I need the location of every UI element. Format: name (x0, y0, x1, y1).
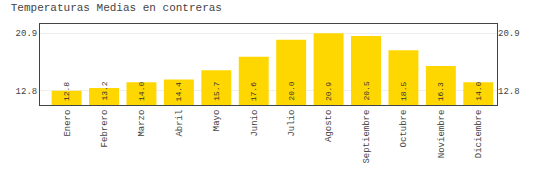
svg-text:Enero: Enero (63, 110, 73, 137)
svg-text:Temperaturas Medias en contrer: Temperaturas Medias en contreras (11, 2, 222, 14)
svg-text:14.4: 14.4 (174, 82, 183, 101)
svg-text:20.9: 20.9 (498, 29, 520, 39)
svg-text:Febrero: Febrero (100, 110, 110, 148)
svg-text:12.8: 12.8 (16, 87, 38, 97)
svg-text:Mayo: Mayo (212, 110, 222, 132)
svg-text:20.9: 20.9 (16, 29, 38, 39)
svg-text:Noviembre: Noviembre (437, 110, 447, 159)
svg-text:Agosto: Agosto (325, 110, 335, 142)
svg-text:12.8: 12.8 (62, 82, 71, 101)
svg-text:18.5: 18.5 (399, 82, 408, 101)
svg-text:16.3: 16.3 (436, 82, 445, 101)
svg-text:Septiembre: Septiembre (362, 110, 372, 164)
svg-text:20.0: 20.0 (287, 81, 296, 100)
svg-text:Junio: Junio (250, 110, 260, 137)
svg-text:15.7: 15.7 (212, 81, 221, 100)
svg-text:17.6: 17.6 (249, 82, 258, 101)
svg-text:20.5: 20.5 (362, 81, 371, 100)
svg-text:13.2: 13.2 (100, 81, 109, 100)
svg-text:20.9: 20.9 (324, 82, 333, 101)
svg-text:Abril: Abril (175, 110, 185, 137)
svg-text:Diciembre: Diciembre (474, 110, 484, 159)
svg-text:Julio: Julio (287, 110, 297, 137)
svg-text:14.0: 14.0 (474, 81, 483, 100)
svg-text:14.0: 14.0 (137, 82, 146, 101)
svg-text:Octubre: Octubre (399, 110, 409, 148)
svg-text:12.8: 12.8 (498, 87, 520, 97)
svg-text:Marzo: Marzo (137, 110, 147, 137)
